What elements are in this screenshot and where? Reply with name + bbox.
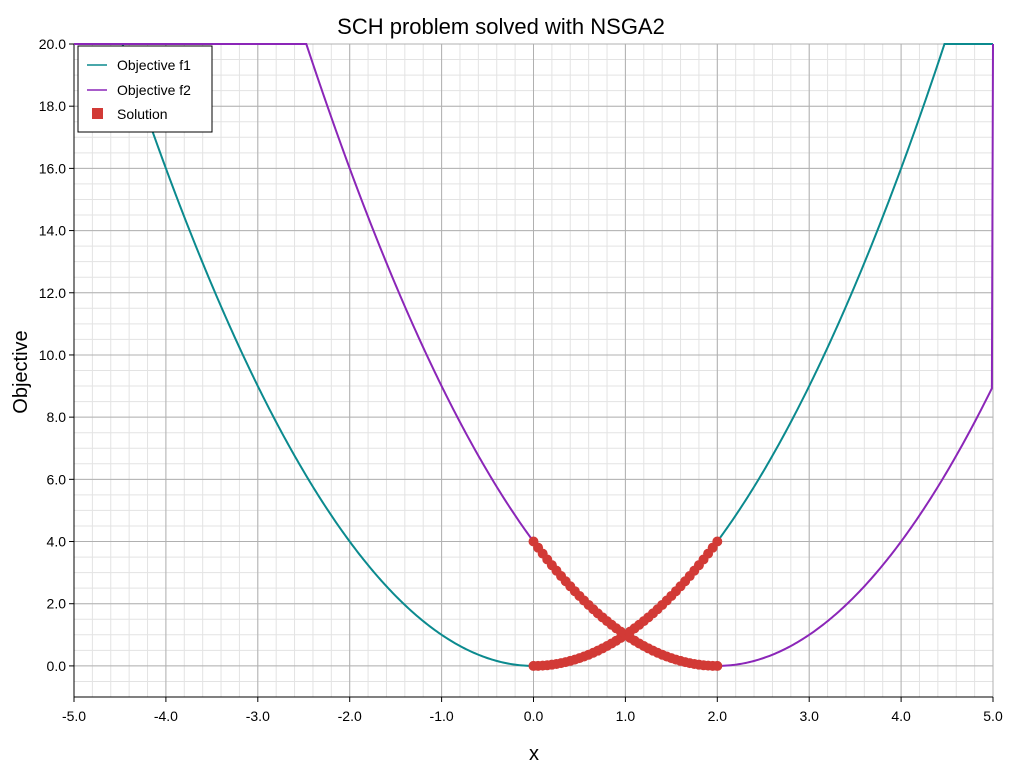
x-tick-label: 1.0 [616, 708, 636, 724]
x-tick-label: 0.0 [524, 708, 544, 724]
y-tick-label: 6.0 [47, 471, 67, 487]
x-tick-label: -4.0 [154, 708, 178, 724]
y-tick-label: 18.0 [39, 98, 66, 114]
legend-swatch-solution [92, 108, 103, 119]
solution-point [712, 660, 723, 671]
x-tick-label: -1.0 [430, 708, 454, 724]
x-tick-label: 2.0 [708, 708, 728, 724]
y-tick-label: 8.0 [47, 409, 67, 425]
y-tick-label: 16.0 [39, 160, 66, 176]
y-tick-label: 20.0 [39, 36, 66, 52]
y-axis-title: Objective [10, 330, 32, 413]
legend-label-f1: Objective f1 [117, 57, 191, 73]
y-tick-label: 14.0 [39, 223, 66, 239]
grid [73, 43, 994, 698]
x-tick-label: -2.0 [338, 708, 362, 724]
x-axis-title: x [529, 743, 539, 765]
x-tick-label: 5.0 [983, 708, 1003, 724]
x-tick-label: -3.0 [246, 708, 270, 724]
y-tick-label: 2.0 [47, 596, 67, 612]
series-layer [74, 43, 994, 671]
y-tick-label: 4.0 [47, 534, 67, 550]
x-tick-label: 3.0 [799, 708, 819, 724]
solution-point [712, 536, 723, 547]
x-tick-label: -5.0 [62, 708, 86, 724]
chart-title: SCH problem solved with NSGA2 [337, 14, 665, 39]
y-tick-label: 10.0 [39, 347, 66, 363]
x-tick-label: 4.0 [891, 708, 911, 724]
tick-labels: -5.0 -4.0 -3.0 -2.0 -1.0 0.0 1.0 2.0 3.0 4.0 5.0 0.… [39, 36, 1003, 724]
solution-point [615, 626, 626, 637]
legend-label-f2: Objective f2 [117, 82, 191, 98]
y-tick-label: 0.0 [47, 658, 67, 674]
y-tick-label: 12.0 [39, 285, 66, 301]
legend: Objective f1 Objective f2 Solution [77, 45, 213, 133]
legend-label-solution: Solution [117, 106, 168, 122]
